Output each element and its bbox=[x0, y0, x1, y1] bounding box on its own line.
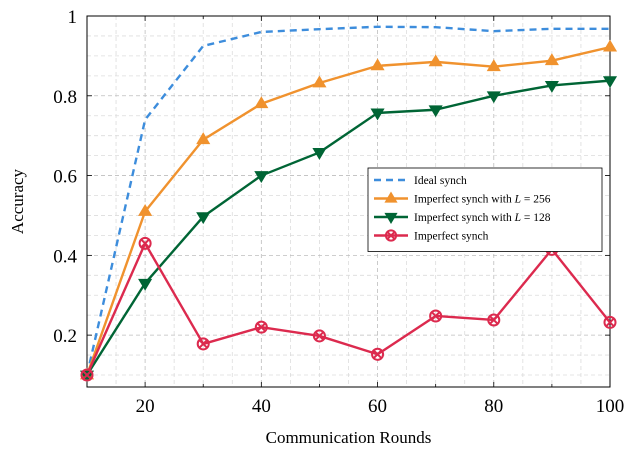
marker-layer bbox=[79, 39, 618, 383]
triangle-down-marker bbox=[602, 76, 618, 89]
triangle-up-marker bbox=[196, 132, 211, 145]
series-line-3 bbox=[87, 79, 610, 376]
y-tick-label: 1 bbox=[68, 7, 78, 28]
otimes-marker bbox=[384, 229, 398, 242]
y-tick-label: 0.4 bbox=[53, 246, 77, 267]
otimes-marker bbox=[603, 315, 617, 329]
triangle-up-marker bbox=[428, 54, 443, 67]
series-line-2 bbox=[87, 45, 610, 376]
otimes-marker bbox=[312, 329, 326, 343]
triangle-down-marker bbox=[138, 278, 153, 291]
legend-box bbox=[367, 167, 603, 252]
legend: Ideal synch Imperfect synch with L = 256 I… bbox=[367, 167, 603, 252]
legend-entry: Imperfect synch bbox=[374, 229, 489, 243]
triangle-up-marker bbox=[254, 96, 269, 109]
legend-label: Ideal synch bbox=[414, 175, 467, 187]
series-markers-2 bbox=[79, 39, 618, 380]
triangle-down-marker bbox=[254, 171, 269, 184]
otimes-marker bbox=[254, 320, 268, 334]
triangle-up-marker bbox=[370, 58, 385, 71]
triangle-down-marker bbox=[384, 212, 398, 224]
triangle-up-marker bbox=[602, 39, 618, 52]
plot-frame bbox=[86, 15, 611, 388]
y-axis-title: Accuracy bbox=[8, 168, 27, 234]
series-line-1 bbox=[87, 25, 610, 376]
x-tick-label: 80 bbox=[484, 396, 503, 417]
series-markers-3 bbox=[79, 76, 618, 383]
tick-labels: 20 40 60 80 100 0.2 0.4 0.6 0.8 1 bbox=[53, 7, 624, 417]
legend-entry: Imperfect synch with L = 256 bbox=[374, 191, 551, 206]
legend-label: Imperfect synch bbox=[414, 231, 489, 243]
otimes-marker bbox=[80, 368, 94, 382]
triangle-down-marker bbox=[428, 105, 443, 118]
series-line-4 bbox=[87, 242, 610, 376]
x-axis-title: Communication Rounds bbox=[266, 428, 432, 447]
otimes-marker bbox=[196, 337, 210, 351]
triangle-up-marker bbox=[486, 59, 501, 72]
x-tick-label: 40 bbox=[252, 396, 271, 417]
otimes-marker bbox=[138, 236, 152, 250]
otimes-marker bbox=[429, 309, 443, 323]
triangle-up-marker bbox=[138, 203, 153, 216]
legend-entry: Ideal synch bbox=[374, 175, 467, 187]
y-tick-label: 0.8 bbox=[53, 87, 77, 108]
triangle-down-marker bbox=[486, 91, 501, 104]
y-tick-label: 0.6 bbox=[53, 167, 77, 188]
triangle-down-marker bbox=[312, 148, 327, 160]
triangle-up-marker bbox=[312, 75, 327, 88]
legend-label: Imperfect synch with L = 256 bbox=[414, 194, 551, 206]
x-tick-label: 20 bbox=[136, 396, 155, 417]
triangle-down-marker bbox=[370, 108, 385, 121]
axes bbox=[86, 15, 611, 388]
legend-label: Imperfect synch with L = 128 bbox=[414, 212, 551, 224]
x-tick-label: 60 bbox=[368, 396, 387, 417]
triangle-down-marker bbox=[544, 81, 559, 93]
legend-entry: Imperfect synch with L = 128 bbox=[374, 212, 551, 224]
series-layer bbox=[87, 25, 610, 376]
triangle-down-marker bbox=[196, 212, 211, 225]
otimes-marker bbox=[487, 313, 501, 327]
x-tick-label: 100 bbox=[596, 396, 625, 417]
triangle-up-marker bbox=[384, 191, 398, 203]
y-tick-label: 0.2 bbox=[53, 326, 77, 347]
triangle-up-marker bbox=[544, 53, 559, 66]
otimes-marker bbox=[371, 347, 385, 361]
